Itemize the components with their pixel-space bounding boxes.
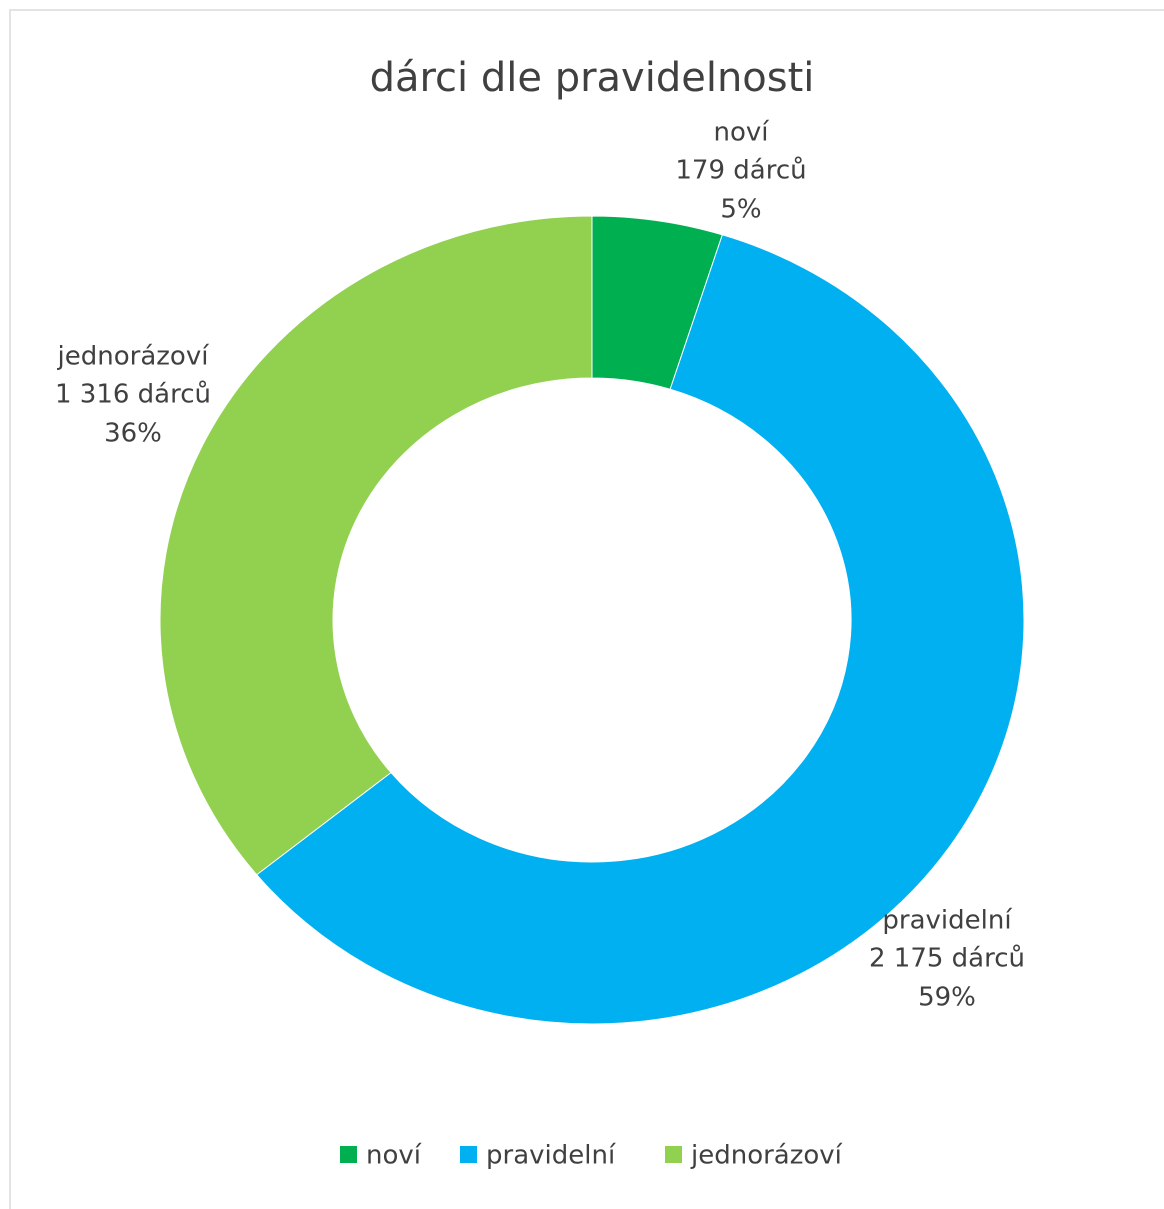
data-label-value: 179 dárců	[675, 156, 806, 186]
legend-swatch	[460, 1146, 477, 1163]
legend-swatch	[340, 1146, 357, 1163]
data-label-name: pravidelní	[882, 906, 1012, 936]
legend-label: jednorázoví	[690, 1141, 843, 1171]
data-label-percent: 5%	[720, 195, 761, 225]
legend-swatch	[665, 1146, 682, 1163]
legend-label: noví	[366, 1141, 422, 1171]
data-label-percent: 59%	[918, 983, 976, 1013]
data-label-percent: 36%	[104, 419, 162, 449]
legend-label: pravidelní	[486, 1141, 616, 1171]
data-label-name: noví	[714, 118, 770, 148]
donut-slice	[255, 234, 1025, 1025]
data-label-name: jednorázoví	[57, 342, 210, 372]
chart-title: dárci dle pravidelnosti	[370, 55, 815, 101]
donut-slice	[159, 215, 593, 876]
data-label-value: 1 316 dárců	[55, 380, 211, 410]
data-label-value: 2 175 dárců	[869, 944, 1025, 974]
